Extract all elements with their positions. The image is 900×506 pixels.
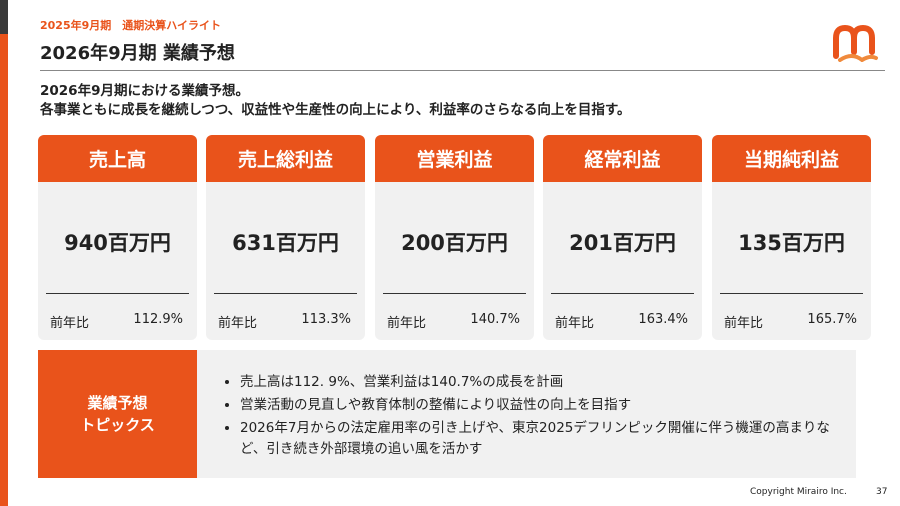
yoy-value: 163.4%	[638, 312, 688, 327]
yoy-value: 165.7%	[807, 312, 857, 327]
card: 売上高 940百万円前年比 112.9%	[38, 135, 197, 340]
card-rule	[214, 293, 357, 294]
card-value: 135百万円	[738, 231, 845, 255]
intro: 2026年9月期における業績予想。 各事業ともに成長を継続しつつ、収益性や生産性…	[40, 82, 631, 120]
topic-item: 2026年7月からの法定雇用率の引き上げや、東京2025デフリンピック開催に伴う…	[240, 418, 842, 460]
title: 2026年9月期 業績予想	[40, 43, 235, 64]
card-value: 940百万円	[64, 231, 171, 255]
card: 当期純利益 135百万円前年比 165.7%	[712, 135, 871, 340]
topic-item: 営業活動の見直しや教育体制の整備により収益性の向上を目指す	[240, 395, 842, 416]
card-rule	[383, 293, 526, 294]
card-rule	[46, 293, 189, 294]
logo	[833, 24, 878, 62]
card-label: 当期純利益	[712, 135, 871, 182]
card: 売上総利益 631百万円前年比 113.3%	[206, 135, 365, 340]
topics-list: 売上高は112. 9%、営業利益は140.7%の成長を計画営業活動の見直しや教育…	[222, 372, 842, 462]
card: 営業利益 200百万円前年比 140.7%	[375, 135, 534, 340]
left-bar	[0, 34, 8, 506]
intro-line: 2026年9月期における業績予想。	[40, 83, 249, 99]
yoy-label: 前年比	[387, 316, 427, 331]
left-bar-dark	[0, 0, 8, 34]
yoy-label: 前年比	[724, 316, 764, 331]
page-number: 37	[876, 487, 888, 497]
card: 経常利益 201百万円前年比 163.4%	[543, 135, 702, 340]
yoy-label: 前年比	[555, 316, 595, 331]
yoy-value: 113.3%	[301, 312, 351, 327]
topics-title-line: 業績予想	[87, 394, 148, 412]
topics-title: 業績予想 トピックス	[38, 350, 197, 478]
section-label: 2025年9月期 通期決算ハイライト	[40, 19, 222, 32]
card-label: 経常利益	[543, 135, 702, 182]
intro-line: 各事業ともに成長を継続しつつ、収益性や生産性の向上により、利益率のさらなる向上を…	[40, 102, 631, 118]
topics-box: 業績予想 トピックス 売上高は112. 9%、営業利益は140.7%の成長を計画…	[38, 350, 856, 478]
card-label: 売上総利益	[206, 135, 365, 182]
copyright: Copyright Mirairo Inc.	[750, 487, 847, 497]
yoy-label: 前年比	[50, 316, 90, 331]
card-label: 売上高	[38, 135, 197, 182]
card-rule	[551, 293, 694, 294]
title-rule	[40, 70, 885, 71]
topics-title-line: トピックス	[80, 416, 155, 434]
yoy-label: 前年比	[218, 316, 258, 331]
yoy-value: 112.9%	[133, 312, 183, 327]
card-value: 201百万円	[569, 231, 676, 255]
card-value: 200百万円	[401, 231, 508, 255]
card-rule	[720, 293, 863, 294]
topic-item: 売上高は112. 9%、営業利益は140.7%の成長を計画	[240, 372, 842, 393]
yoy-value: 140.7%	[470, 312, 520, 327]
card-label: 営業利益	[375, 135, 534, 182]
card-value: 631百万円	[232, 231, 339, 255]
